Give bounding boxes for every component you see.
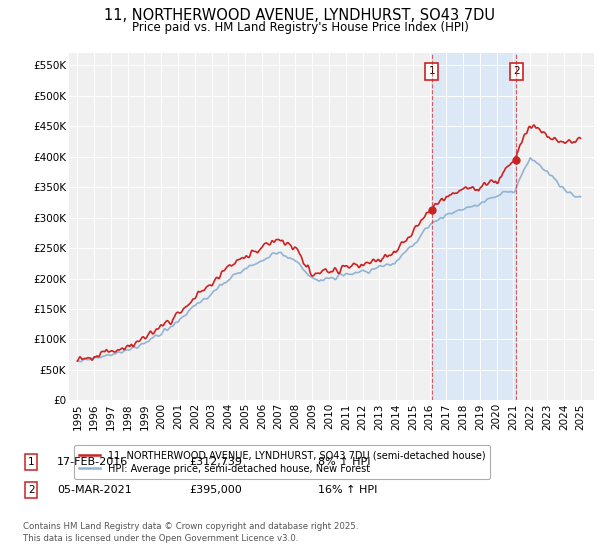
Text: Price paid vs. HM Land Registry's House Price Index (HPI): Price paid vs. HM Land Registry's House … — [131, 21, 469, 34]
Text: 2: 2 — [513, 67, 520, 77]
Text: 05-MAR-2021: 05-MAR-2021 — [57, 485, 132, 495]
Text: Contains HM Land Registry data © Crown copyright and database right 2025.
This d: Contains HM Land Registry data © Crown c… — [23, 522, 358, 543]
Bar — [431, 53, 517, 400]
Text: £395,000: £395,000 — [189, 485, 242, 495]
Legend: 11, NORTHERWOOD AVENUE, LYNDHURST, SO43 7DU (semi-detached house), HPI: Average : 11, NORTHERWOOD AVENUE, LYNDHURST, SO43 … — [74, 445, 490, 479]
Text: 11, NORTHERWOOD AVENUE, LYNDHURST, SO43 7DU: 11, NORTHERWOOD AVENUE, LYNDHURST, SO43 … — [104, 8, 496, 24]
Text: £312,739: £312,739 — [189, 457, 242, 467]
Text: 1: 1 — [28, 457, 35, 467]
Text: 16% ↑ HPI: 16% ↑ HPI — [318, 485, 377, 495]
Text: 8% ↑ HPI: 8% ↑ HPI — [318, 457, 371, 467]
Text: 17-FEB-2016: 17-FEB-2016 — [57, 457, 128, 467]
Text: 2: 2 — [28, 485, 35, 495]
Text: 1: 1 — [428, 67, 435, 77]
